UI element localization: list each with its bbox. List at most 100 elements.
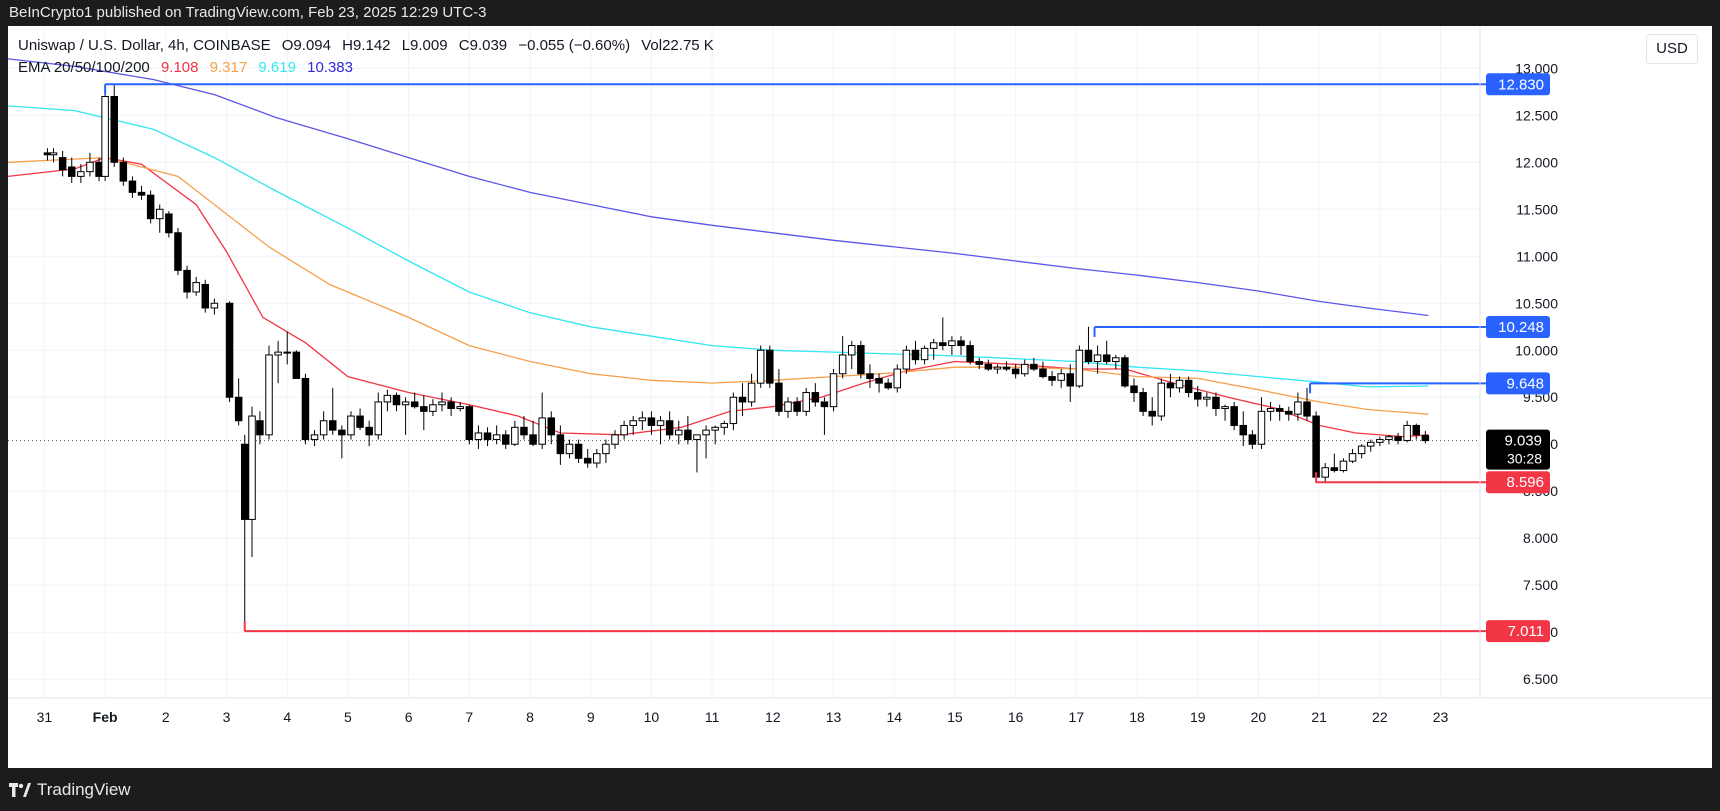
- y-tick-label: 12.000: [1515, 154, 1558, 170]
- publisher-bar: BeInCrypto1 published on TradingView.com…: [0, 0, 1720, 26]
- candle-up: [1266, 408, 1275, 412]
- candle-up: [310, 434, 319, 441]
- candle-down: [1084, 349, 1093, 363]
- candle-up: [1157, 382, 1166, 417]
- currency-button[interactable]: USD: [1646, 34, 1698, 64]
- candle-down: [556, 434, 565, 455]
- candle-down: [529, 434, 537, 445]
- candle-up: [210, 302, 219, 309]
- candle-up: [86, 161, 94, 173]
- candle-down: [420, 406, 428, 412]
- candle-up: [756, 349, 765, 384]
- candle-up: [1339, 460, 1348, 472]
- bar-countdown-label: 30:28: [1507, 451, 1542, 467]
- candle-down: [766, 349, 774, 384]
- candle-down: [1039, 368, 1047, 378]
- level-badge-label: 10.248: [1498, 319, 1544, 336]
- candle-up: [1093, 354, 1102, 363]
- candle-up: [729, 396, 738, 425]
- candle-down: [1184, 379, 1193, 394]
- high-value: H9.142: [342, 37, 391, 54]
- ema200-value: 10.383: [307, 59, 353, 76]
- candle-down: [1330, 467, 1339, 472]
- ema-label[interactable]: EMA 20/50/100/200: [18, 59, 150, 76]
- chart-panel[interactable]: 13.000 12.500 12.000 11.500 11.000 10.500 10.0…: [8, 26, 1712, 768]
- candle-down: [1239, 424, 1248, 436]
- candle-down: [957, 340, 965, 347]
- candle-up: [49, 152, 58, 156]
- tradingview-logo[interactable]: TradingView: [9, 780, 131, 800]
- candle-up: [429, 404, 437, 412]
- candle-down: [329, 420, 337, 431]
- x-tick-label: 15: [947, 709, 963, 725]
- candle-down: [338, 429, 346, 436]
- candle-up: [602, 443, 610, 455]
- candle-down: [95, 161, 103, 177]
- x-tick-label: 8: [526, 709, 534, 725]
- candle-down: [574, 443, 583, 459]
- candle-down: [43, 152, 52, 156]
- candle-down: [183, 269, 191, 293]
- candle-down: [966, 345, 974, 363]
- x-tick-label: 19: [1190, 709, 1206, 725]
- ema100-value: 9.619: [258, 59, 296, 76]
- candle-up: [492, 434, 501, 441]
- candle-down: [67, 166, 76, 177]
- candle-up: [401, 401, 410, 406]
- candle-up: [283, 351, 291, 354]
- x-tick-label: 14: [886, 709, 902, 725]
- candle-up: [1075, 349, 1084, 387]
- candle-down: [225, 302, 234, 398]
- symbol-title[interactable]: Uniswap / U.S. Dollar, 4h, COINBASE: [18, 37, 271, 54]
- candle-down: [820, 401, 829, 408]
- price-chart[interactable]: 13.000 12.500 12.000 11.500 11.000 10.500 10.0…: [8, 26, 1712, 768]
- x-tick-label: 21: [1311, 709, 1327, 725]
- candle-down: [1048, 376, 1056, 381]
- candle-down: [911, 349, 920, 361]
- level-badge: [1486, 372, 1550, 395]
- candle-up: [374, 401, 383, 436]
- candle-up: [248, 415, 256, 520]
- candle-down: [110, 95, 118, 163]
- candle-down: [520, 426, 528, 436]
- candle-down: [984, 363, 993, 370]
- tradingview-icon: [9, 783, 31, 797]
- candle-up: [802, 392, 810, 412]
- level-badge-label: 12.830: [1498, 76, 1544, 93]
- candle-down: [447, 401, 455, 410]
- candle-down: [1139, 392, 1147, 412]
- ema-line-20: [8, 156, 1429, 438]
- candle-down: [866, 373, 874, 379]
- candle-down: [547, 417, 556, 436]
- candle-up: [902, 349, 911, 370]
- candle-down: [1030, 363, 1038, 370]
- candle-up: [511, 426, 519, 445]
- volume-value: Vol22.75 K: [641, 37, 714, 54]
- candle-up: [629, 420, 637, 426]
- candle-up: [829, 373, 838, 408]
- ema-line-100: [8, 105, 1429, 388]
- candle-down: [775, 382, 783, 412]
- candle-up: [265, 354, 273, 436]
- candle-down: [939, 342, 947, 347]
- candle-down: [119, 161, 128, 182]
- candle-down: [1121, 357, 1129, 387]
- close-value: C9.039: [458, 37, 508, 54]
- candle-up: [319, 420, 328, 436]
- candle-down: [1394, 436, 1402, 441]
- candle-down: [684, 429, 692, 441]
- x-tick-label: 17: [1069, 709, 1085, 725]
- y-tick-label: 8.000: [1523, 530, 1558, 546]
- level-badge: [1486, 73, 1550, 96]
- brand-name: TradingView: [37, 780, 131, 799]
- y-tick-label: 7.500: [1523, 577, 1558, 593]
- candle-down: [738, 396, 747, 403]
- open-value: O9.094: [281, 37, 331, 54]
- y-tick-label: 13.000: [1515, 60, 1558, 76]
- candle-up: [1385, 436, 1393, 441]
- candle-up: [920, 347, 929, 361]
- candle-down: [811, 392, 820, 403]
- candle-up: [929, 342, 938, 349]
- candle-down: [137, 191, 146, 196]
- x-tick-label: 22: [1372, 709, 1388, 725]
